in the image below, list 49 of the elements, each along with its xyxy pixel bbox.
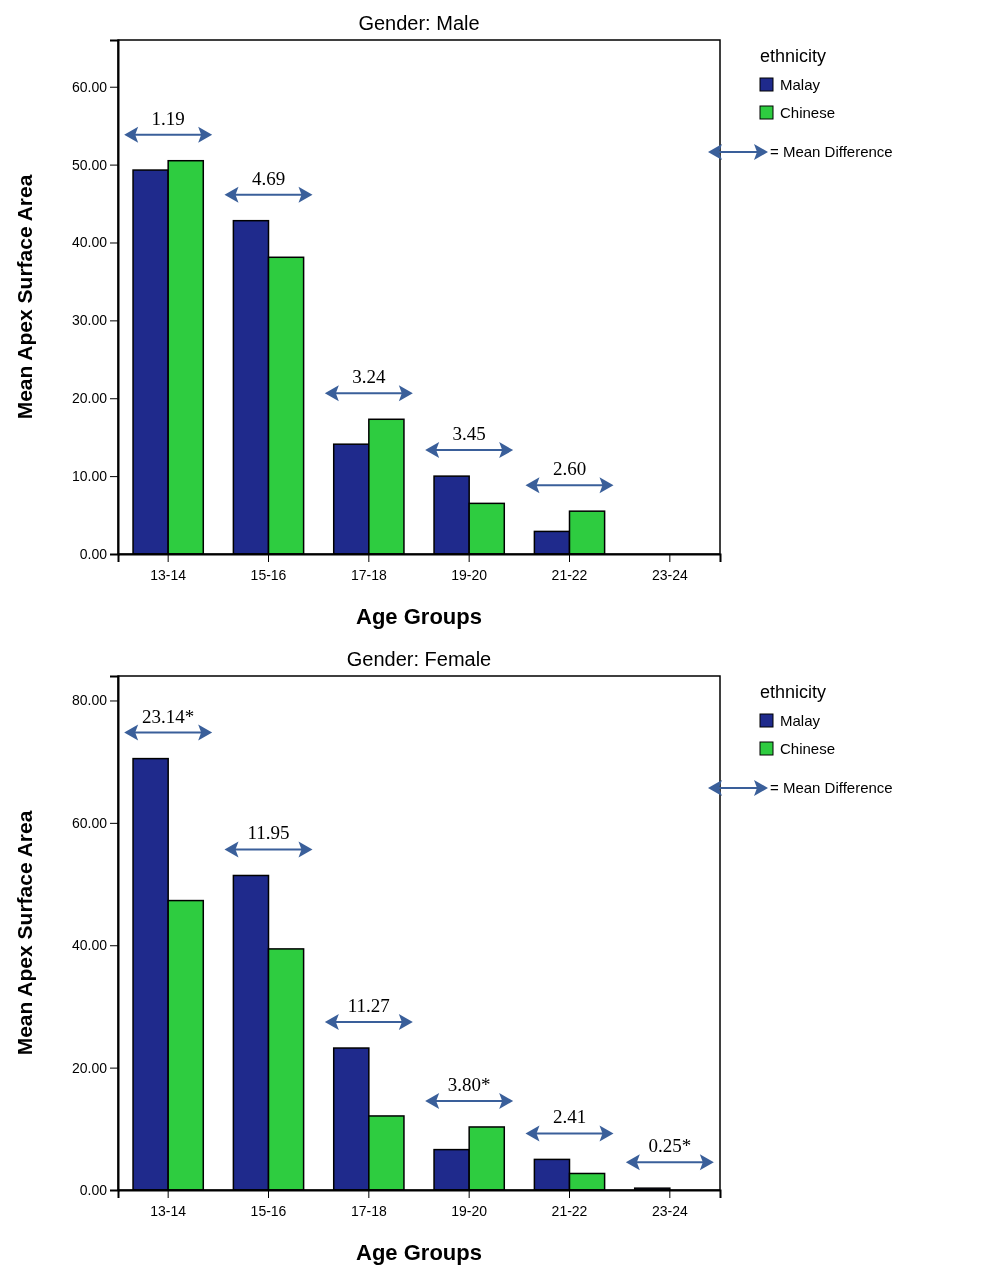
- annotation: 0.25*: [648, 1135, 692, 1157]
- x-tick-label: 19-20: [451, 1203, 488, 1220]
- text: = Mean Difference: [770, 143, 893, 160]
- x-tick-label: 15-16: [250, 567, 287, 584]
- y-axis-title: Mean Apex Surface Area: [13, 810, 36, 1056]
- annotation: 11.27: [347, 995, 390, 1017]
- y-tick-label: 40.00: [71, 937, 108, 954]
- x-tick-label: 15-16: [250, 1203, 287, 1220]
- x-tick-label: 17-18: [350, 567, 387, 584]
- y-tick-label: 0.00: [79, 545, 108, 562]
- x-axis-title: Age Groups: [356, 604, 482, 629]
- y-tick-label: 30.00: [71, 312, 108, 329]
- annotation: 4.69: [251, 167, 286, 189]
- x-tick-label: 23-24: [651, 1203, 688, 1220]
- annotation: 11.95: [247, 822, 290, 844]
- annotation: 3.80*: [447, 1073, 491, 1095]
- y-tick-label: 80.00: [71, 692, 108, 709]
- annotation: 2.41: [552, 1106, 587, 1128]
- y-tick-label: 20.00: [71, 390, 108, 407]
- legend-label: Chinese: [780, 104, 836, 121]
- chart-title: Gender: Male: [358, 12, 480, 34]
- legend-label: Malay: [780, 712, 821, 729]
- y-tick-label: 0.00: [79, 1181, 108, 1198]
- annotation: 1.19: [151, 107, 185, 129]
- x-tick-label: 21-22: [551, 567, 588, 584]
- x-tick-label: 13-14: [150, 1203, 187, 1220]
- x-tick-label: 19-20: [451, 567, 488, 584]
- annotation: 23.14*: [142, 705, 195, 727]
- legend-title: ethnicity: [760, 682, 827, 702]
- annotation: 3.24: [352, 366, 386, 388]
- x-axis-title: Age Groups: [356, 1240, 482, 1265]
- y-tick-label: 40.00: [71, 234, 108, 251]
- y-tick-label: 60.00: [71, 78, 108, 95]
- legend-label: Malay: [780, 76, 821, 93]
- text: = Mean Difference: [770, 779, 893, 796]
- x-tick-label: 23-24: [651, 567, 688, 584]
- x-tick-label: 21-22: [551, 1203, 588, 1220]
- annotation: 2.60: [552, 458, 587, 480]
- x-tick-label: 13-14: [150, 567, 187, 584]
- annotation: 3.45: [452, 423, 486, 445]
- y-tick-label: 60.00: [71, 814, 108, 831]
- legend-label: Chinese: [780, 740, 836, 757]
- y-tick-label: 50.00: [71, 156, 108, 173]
- chart-title: Gender: Female: [346, 648, 492, 670]
- legend-title: ethnicity: [760, 46, 827, 66]
- x-tick-label: 17-18: [350, 1203, 387, 1220]
- y-tick-label: 10.00: [71, 468, 108, 485]
- y-axis-title: Mean Apex Surface Area: [13, 174, 36, 420]
- y-tick-label: 20.00: [71, 1059, 108, 1076]
